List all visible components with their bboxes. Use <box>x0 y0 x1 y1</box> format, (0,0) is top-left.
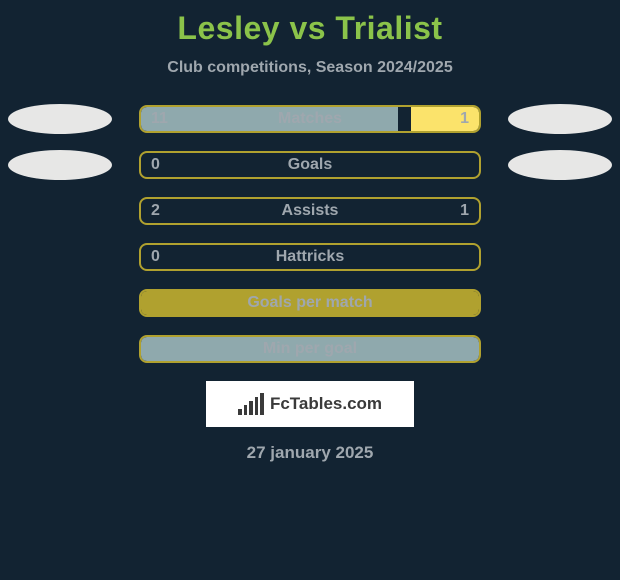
player-left-ellipse <box>8 150 112 180</box>
stat-bar: 21Assists <box>139 197 481 225</box>
stat-row: Goals per match <box>0 289 620 317</box>
date-label: 27 january 2025 <box>0 443 620 463</box>
stat-label: Hattricks <box>141 248 479 266</box>
stat-row: Min per goal <box>0 335 620 363</box>
stat-label: Goals <box>141 156 479 174</box>
stats-area: 111Matches 0Goals 21Assists 0Hattricks Goals… <box>0 105 620 363</box>
stat-bar: 0Hattricks <box>139 243 481 271</box>
stat-bar: 111Matches <box>139 105 481 133</box>
comparison-subtitle: Club competitions, Season 2024/2025 <box>0 59 620 77</box>
stat-row: 21Assists <box>0 197 620 225</box>
player-left-ellipse <box>8 104 112 134</box>
stat-label: Goals per match <box>141 294 479 312</box>
badge-text: FcTables.com <box>270 394 382 414</box>
source-badge[interactable]: FcTables.com <box>206 381 414 427</box>
stat-row: 0Hattricks <box>0 243 620 271</box>
player-right-ellipse <box>508 104 612 134</box>
stat-label: Matches <box>141 110 479 128</box>
stat-label: Min per goal <box>141 340 479 358</box>
bar-chart-icon <box>238 393 264 415</box>
comparison-title: Lesley vs Trialist <box>0 0 620 47</box>
stat-label: Assists <box>141 202 479 220</box>
stats-comparison-card: Lesley vs Trialist Club competitions, Se… <box>0 0 620 580</box>
stat-bar: Goals per match <box>139 289 481 317</box>
stat-bar: Min per goal <box>139 335 481 363</box>
stat-row: 111Matches <box>0 105 620 133</box>
stat-bar: 0Goals <box>139 151 481 179</box>
stat-row: 0Goals <box>0 151 620 179</box>
player-right-ellipse <box>508 150 612 180</box>
